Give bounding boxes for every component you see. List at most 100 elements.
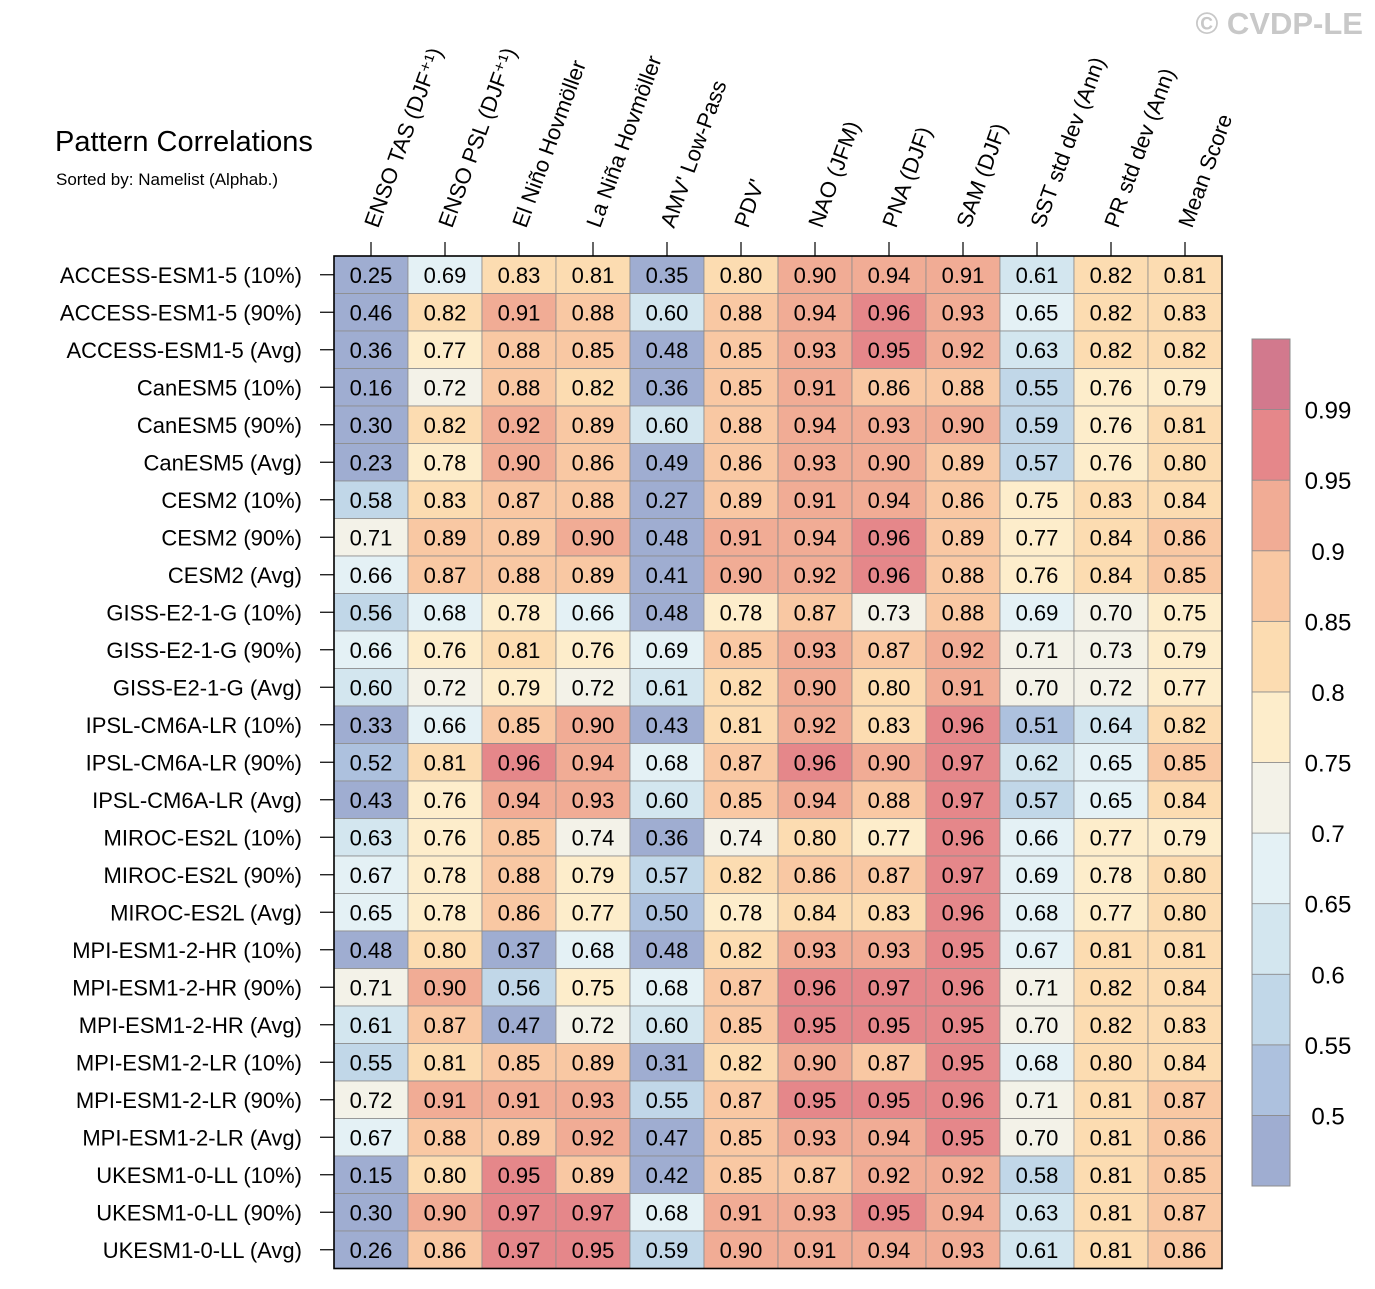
cell-value-label: 0.95 [572,1238,615,1263]
cell-value-label: 0.94 [868,1238,911,1263]
cell-value-label: 0.66 [1016,825,1059,850]
heatmap-cell [481,555,557,594]
column-label: PR std dev (Ann) [1099,65,1180,231]
column-label: ENSO TAS (DJF⁺¹) [359,44,447,230]
cell-value-label: 0.74 [720,825,763,850]
cell-value-label: 0.88 [498,375,541,400]
cell-value-label: 0.65 [1090,788,1133,813]
cell-value-label: 0.25 [350,263,393,288]
heatmap-cell [851,1043,927,1082]
cell-value-label: 0.95 [794,1088,837,1113]
heatmap-cell [555,705,631,744]
heatmap-cell [629,593,705,632]
cell-value-label: 0.83 [1090,488,1133,513]
heatmap-cell [1073,518,1149,557]
heatmap-cell [999,780,1075,819]
cell-value-label: 0.43 [646,713,689,738]
cell-value-label: 0.82 [720,938,763,963]
cell-value-label: 0.88 [720,300,763,325]
cell-value-label: 0.60 [646,413,689,438]
heatmap-cell [999,330,1075,369]
cell-value-label: 0.67 [350,1125,393,1150]
colorbar-tick-label: 0.85 [1305,609,1352,636]
cell-value-label: 0.93 [868,938,911,963]
cell-value-label: 0.90 [794,1050,837,1075]
colorbar-tick-label: 0.55 [1305,1033,1352,1060]
cell-value-label: 0.85 [572,338,615,363]
heatmap-cell [407,743,483,782]
heatmap-cell [703,1193,779,1232]
heatmap-cell [481,593,557,632]
cell-value-label: 0.83 [1164,1013,1207,1038]
heatmap-cell [407,780,483,819]
cell-value-label: 0.89 [572,1050,615,1075]
heatmap-cell [851,1080,927,1119]
cell-value-label: 0.88 [498,563,541,588]
cell-value-label: 0.89 [572,413,615,438]
heatmap-cell [629,893,705,932]
cell-value-label: 0.46 [350,300,393,325]
colorbar-swatch [1251,973,1291,1046]
colorbar-swatch [1251,691,1291,763]
cell-value-label: 0.73 [868,600,911,625]
row-label: GISS-E2-1-G (Avg) [113,675,302,700]
cell-value-label: 0.79 [498,675,541,700]
cell-value-label: 0.93 [942,1238,985,1263]
cell-value-label: 0.92 [868,1163,911,1188]
heatmap-cell [777,405,853,444]
cell-value-label: 0.66 [350,638,393,663]
colorbar: 0.5 0.55 0.6 0.65 0.7 0.75 0.8 0.85 0.9 0.95 0.99 [1251,338,1352,1187]
cell-value-label: 0.91 [720,1200,763,1225]
cell-value-label: 0.78 [720,900,763,925]
row-label: MIROC-ES2L (10%) [104,825,302,850]
cell-value-label: 0.76 [424,788,467,813]
cell-value-label: 0.42 [646,1163,689,1188]
colorbar-swatch [1251,550,1291,622]
heatmap-cell [851,668,927,707]
cell-value-label: 0.97 [498,1200,541,1225]
heatmap-cell [555,518,631,557]
cell-value-label: 0.96 [868,300,911,325]
cell-value-label: 0.71 [1016,1088,1059,1113]
cell-value-label: 0.71 [1016,975,1059,1000]
heatmap-cell [703,593,779,632]
colorbar-tick-label: 0.65 [1305,892,1352,919]
heatmap-cell [1073,368,1149,407]
cell-value-label: 0.82 [1164,338,1207,363]
heatmap-cell [481,968,557,1007]
colorbar-tick-label: 0.9 [1311,539,1344,566]
heatmap-cell [851,368,927,407]
cell-value-label: 0.93 [794,450,837,475]
heatmap-cell [629,855,705,894]
cell-value-label: 0.90 [942,413,985,438]
cell-value-label: 0.68 [572,938,615,963]
heatmap-cell [407,555,483,594]
row-label: MIROC-ES2L (Avg) [110,900,302,925]
cell-value-label: 0.97 [942,788,985,813]
cell-value-label: 0.55 [646,1088,689,1113]
heatmap-cell [333,593,409,632]
cell-value-label: 0.77 [1164,675,1207,700]
heatmap-cell [925,968,1001,1007]
heatmap-cell [999,705,1075,744]
cell-value-label: 0.76 [1090,450,1133,475]
cell-value-label: 0.78 [424,900,467,925]
cell-value-label: 0.70 [1016,1013,1059,1038]
heatmap-cell [851,1193,927,1232]
heatmap-cell [1147,743,1223,782]
cell-value-label: 0.59 [1016,413,1059,438]
heatmap-cell [629,930,705,969]
cell-value-label: 0.81 [498,638,541,663]
cell-value-label: 0.86 [572,450,615,475]
cell-value-label: 0.95 [868,1200,911,1225]
cell-value-label: 0.70 [1016,675,1059,700]
cell-value-label: 0.94 [868,263,911,288]
row-label: MPI-ESM1-2-HR (Avg) [79,1013,302,1038]
cell-value-label: 0.86 [498,900,541,925]
heatmap-cell [703,1155,779,1194]
column-label: NAO (JFM) [803,118,865,231]
colorbar-swatch [1251,1044,1291,1116]
cell-value-label: 0.85 [720,788,763,813]
cell-value-label: 0.71 [1016,638,1059,663]
